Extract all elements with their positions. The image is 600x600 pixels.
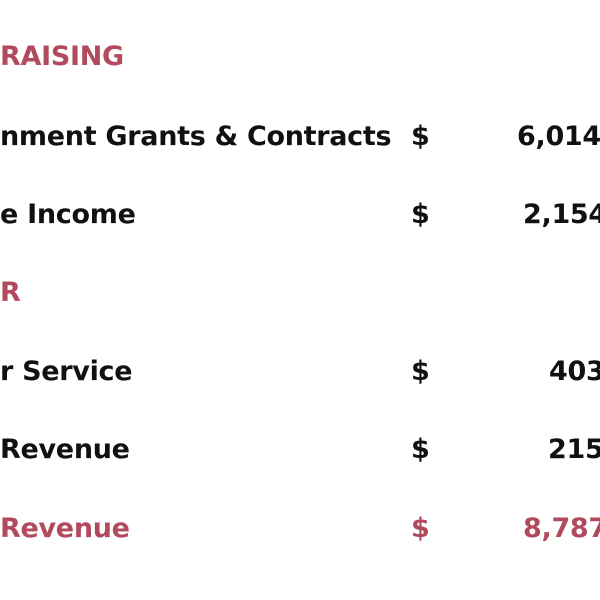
line-item-other-revenue: Revenue $ 215, [0,430,600,470]
line-item-income: e Income $ 2,154 [0,195,600,235]
line-item-label: Revenue [0,434,130,465]
total-revenue-row: Revenue $ 8,787 [0,509,600,549]
section-heading-other: R [0,273,600,313]
line-item-label: e Income [0,199,136,230]
section-heading-label: R [0,277,21,308]
section-heading-fundraising: RAISING [0,37,600,77]
currency-symbol: $ [411,434,430,465]
line-item-amount: 215, [548,434,600,465]
currency-symbol: $ [411,356,430,387]
line-item-amount: 2,154 [523,199,600,230]
total-label: Revenue [0,513,130,544]
line-item-service: r Service $ 403 [0,352,600,392]
line-item-amount: 6,014, [517,121,600,152]
line-item-government-grants: nment Grants & Contracts $ 6,014, [0,117,600,157]
line-item-label: nment Grants & Contracts [0,121,392,152]
currency-symbol: $ [411,513,430,544]
currency-symbol: $ [411,199,430,230]
currency-symbol: $ [411,121,430,152]
line-item-amount: 403 [549,356,600,387]
line-item-label: r Service [0,356,133,387]
total-amount: 8,787 [523,513,600,544]
section-heading-label: RAISING [0,41,124,72]
